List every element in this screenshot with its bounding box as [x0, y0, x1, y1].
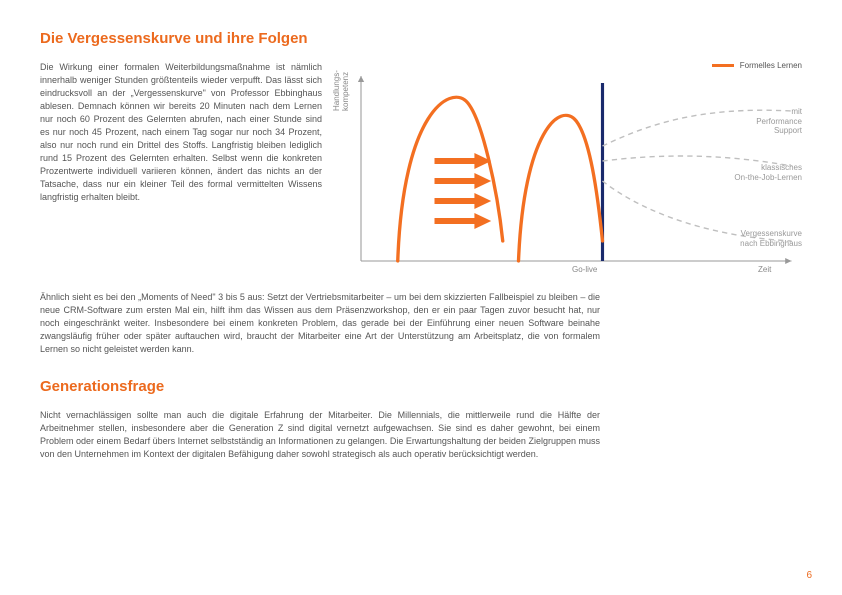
y-axis-label: Handlungs-kompetenz: [332, 70, 350, 111]
x-axis-label: Zeit: [758, 265, 771, 274]
para-3: Nicht vernachlässigen sollte man auch di…: [40, 409, 600, 461]
heading-vergessenskurve: Die Vergessenskurve und ihre Folgen: [40, 30, 802, 47]
golive-label: Go-live: [572, 265, 597, 274]
paragraph-block-1: Die Wirkung einer formalen Weiterbildung…: [40, 61, 322, 281]
chart-svg: [340, 71, 802, 281]
page-number: 6: [806, 570, 812, 581]
para-2: Ähnlich sieht es bei den „Moments of Nee…: [40, 291, 600, 356]
forgetting-curve-chart: Formelles Lernen Handlungs-kompetenz mit…: [340, 61, 802, 281]
legend-swatch: [712, 64, 734, 67]
chart-legend: Formelles Lernen: [712, 61, 802, 70]
curve-label-bottom: Vergessenskurvenach Ebbinghaus: [740, 229, 802, 248]
heading-generationsfrage: Generationsfrage: [40, 378, 802, 395]
para-1: Die Wirkung einer formalen Weiterbildung…: [40, 61, 322, 205]
curve-label-middle: klassischesOn-the-Job-Lernen: [734, 163, 802, 182]
curve-label-top: mitPerformanceSupport: [756, 107, 802, 136]
legend-label: Formelles Lernen: [740, 61, 802, 70]
